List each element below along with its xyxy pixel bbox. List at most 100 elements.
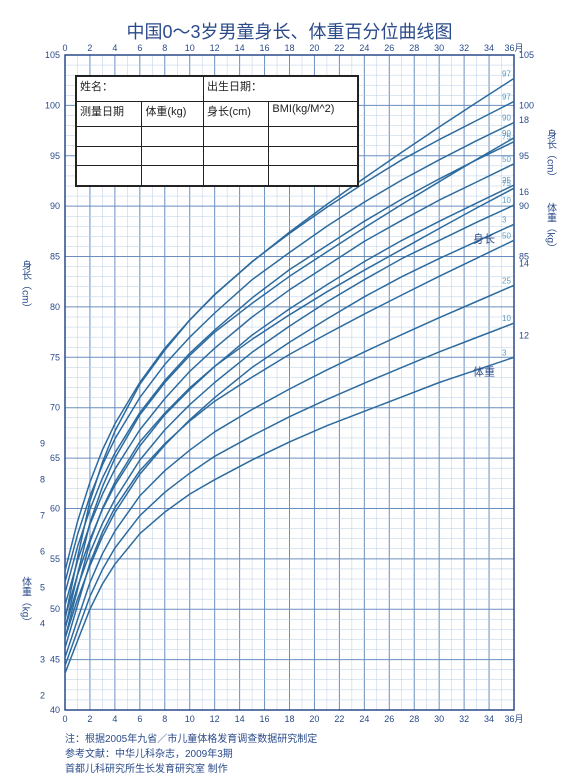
svg-text:12: 12	[210, 714, 220, 724]
svg-text:97: 97	[502, 69, 511, 78]
svg-text:8: 8	[162, 43, 167, 53]
svg-text:50: 50	[502, 231, 511, 240]
svg-text:2: 2	[40, 691, 45, 701]
svg-text:体重（kg）: 体重（kg）	[545, 202, 557, 253]
svg-text:3: 3	[40, 655, 45, 665]
svg-text:25: 25	[502, 276, 511, 285]
svg-text:8: 8	[162, 714, 167, 724]
svg-text:16: 16	[519, 187, 529, 197]
blank-cell[interactable]	[77, 126, 142, 146]
svg-text:体重（kg）: 体重（kg）	[20, 577, 32, 628]
svg-text:10: 10	[502, 196, 511, 205]
blank-cell[interactable]	[142, 166, 204, 186]
svg-text:90: 90	[50, 201, 60, 211]
svg-text:100: 100	[45, 100, 60, 110]
svg-text:55: 55	[50, 554, 60, 564]
blank-cell[interactable]	[203, 126, 268, 146]
blank-cell[interactable]	[142, 146, 204, 166]
svg-text:9: 9	[40, 439, 45, 449]
svg-text:0: 0	[62, 43, 67, 53]
svg-text:2: 2	[87, 714, 92, 724]
blank-cell[interactable]	[269, 126, 358, 146]
svg-text:95: 95	[50, 151, 60, 161]
svg-text:5: 5	[40, 583, 45, 593]
col-header: BMI(kg/M^2)	[269, 101, 358, 126]
blank-cell[interactable]	[203, 166, 268, 186]
svg-text:80: 80	[50, 302, 60, 312]
dob-label: 出生日期：	[203, 77, 357, 102]
svg-text:14: 14	[235, 43, 245, 53]
svg-text:34: 34	[484, 43, 494, 53]
blank-cell[interactable]	[269, 166, 358, 186]
svg-text:6: 6	[40, 547, 45, 557]
svg-text:22: 22	[334, 714, 344, 724]
svg-text:60: 60	[50, 503, 60, 513]
svg-text:105: 105	[519, 50, 534, 60]
svg-text:4: 4	[40, 619, 45, 629]
svg-text:16: 16	[260, 714, 270, 724]
svg-text:体重: 体重	[473, 364, 495, 378]
svg-text:7: 7	[40, 511, 45, 521]
svg-text:8: 8	[40, 475, 45, 485]
svg-text:18: 18	[284, 714, 294, 724]
svg-text:97: 97	[502, 92, 511, 101]
svg-text:36月: 36月	[504, 714, 523, 724]
footnote-2: 首都儿科研究所生长发育研究室 制作	[65, 760, 228, 775]
svg-text:100: 100	[519, 100, 534, 110]
svg-text:50: 50	[502, 155, 511, 164]
svg-text:18: 18	[284, 43, 294, 53]
svg-text:70: 70	[50, 403, 60, 413]
svg-text:3: 3	[502, 215, 507, 224]
svg-text:身长（cm）: 身长（cm）	[20, 259, 32, 314]
svg-text:14: 14	[235, 714, 245, 724]
svg-text:6: 6	[137, 43, 142, 53]
svg-text:85: 85	[50, 252, 60, 262]
blank-cell[interactable]	[77, 166, 142, 186]
footnote-line: 参考文献：中华儿科杂志，2009年3期	[65, 745, 317, 760]
svg-text:6: 6	[137, 714, 142, 724]
svg-text:14: 14	[519, 259, 529, 269]
svg-text:10: 10	[502, 314, 511, 323]
svg-text:105: 105	[45, 50, 60, 60]
svg-text:身长: 身长	[473, 231, 495, 245]
svg-text:身长（cm）: 身长（cm）	[545, 128, 557, 183]
blank-cell[interactable]	[142, 126, 204, 146]
svg-text:22: 22	[334, 43, 344, 53]
svg-text:2: 2	[87, 43, 92, 53]
col-header: 体重(kg)	[142, 101, 204, 126]
svg-text:45: 45	[50, 655, 60, 665]
blank-cell[interactable]	[269, 146, 358, 166]
svg-text:12: 12	[210, 43, 220, 53]
svg-text:32: 32	[459, 43, 469, 53]
svg-text:75: 75	[502, 179, 511, 188]
col-header: 测量日期	[77, 101, 142, 126]
svg-text:90: 90	[502, 129, 511, 138]
svg-text:30: 30	[434, 714, 444, 724]
svg-text:16: 16	[260, 43, 270, 53]
name-label: 姓名：	[77, 77, 204, 102]
col-header: 身长(cm)	[203, 101, 268, 126]
svg-text:40: 40	[50, 705, 60, 715]
blank-cell[interactable]	[203, 146, 268, 166]
svg-text:95: 95	[519, 151, 529, 161]
svg-text:90: 90	[519, 201, 529, 211]
blank-cell[interactable]	[77, 146, 142, 166]
svg-text:3: 3	[502, 348, 507, 357]
svg-text:90: 90	[502, 114, 511, 123]
svg-text:4: 4	[112, 714, 117, 724]
svg-text:28: 28	[409, 714, 419, 724]
svg-text:4: 4	[112, 43, 117, 53]
svg-text:0: 0	[62, 714, 67, 724]
svg-text:24: 24	[359, 714, 369, 724]
svg-text:32: 32	[459, 714, 469, 724]
footnote-line: 注：根据2005年九省／市儿童体格发育调查数据研究制定	[65, 730, 317, 745]
svg-text:28: 28	[409, 43, 419, 53]
svg-text:20: 20	[309, 714, 319, 724]
svg-text:34: 34	[484, 714, 494, 724]
svg-text:18: 18	[519, 115, 529, 125]
svg-text:10: 10	[185, 43, 195, 53]
footnote-1: 注：根据2005年九省／市儿童体格发育调查数据研究制定参考文献：中华儿科杂志，2…	[65, 730, 317, 760]
svg-text:20: 20	[309, 43, 319, 53]
svg-text:10: 10	[185, 714, 195, 724]
svg-text:24: 24	[359, 43, 369, 53]
